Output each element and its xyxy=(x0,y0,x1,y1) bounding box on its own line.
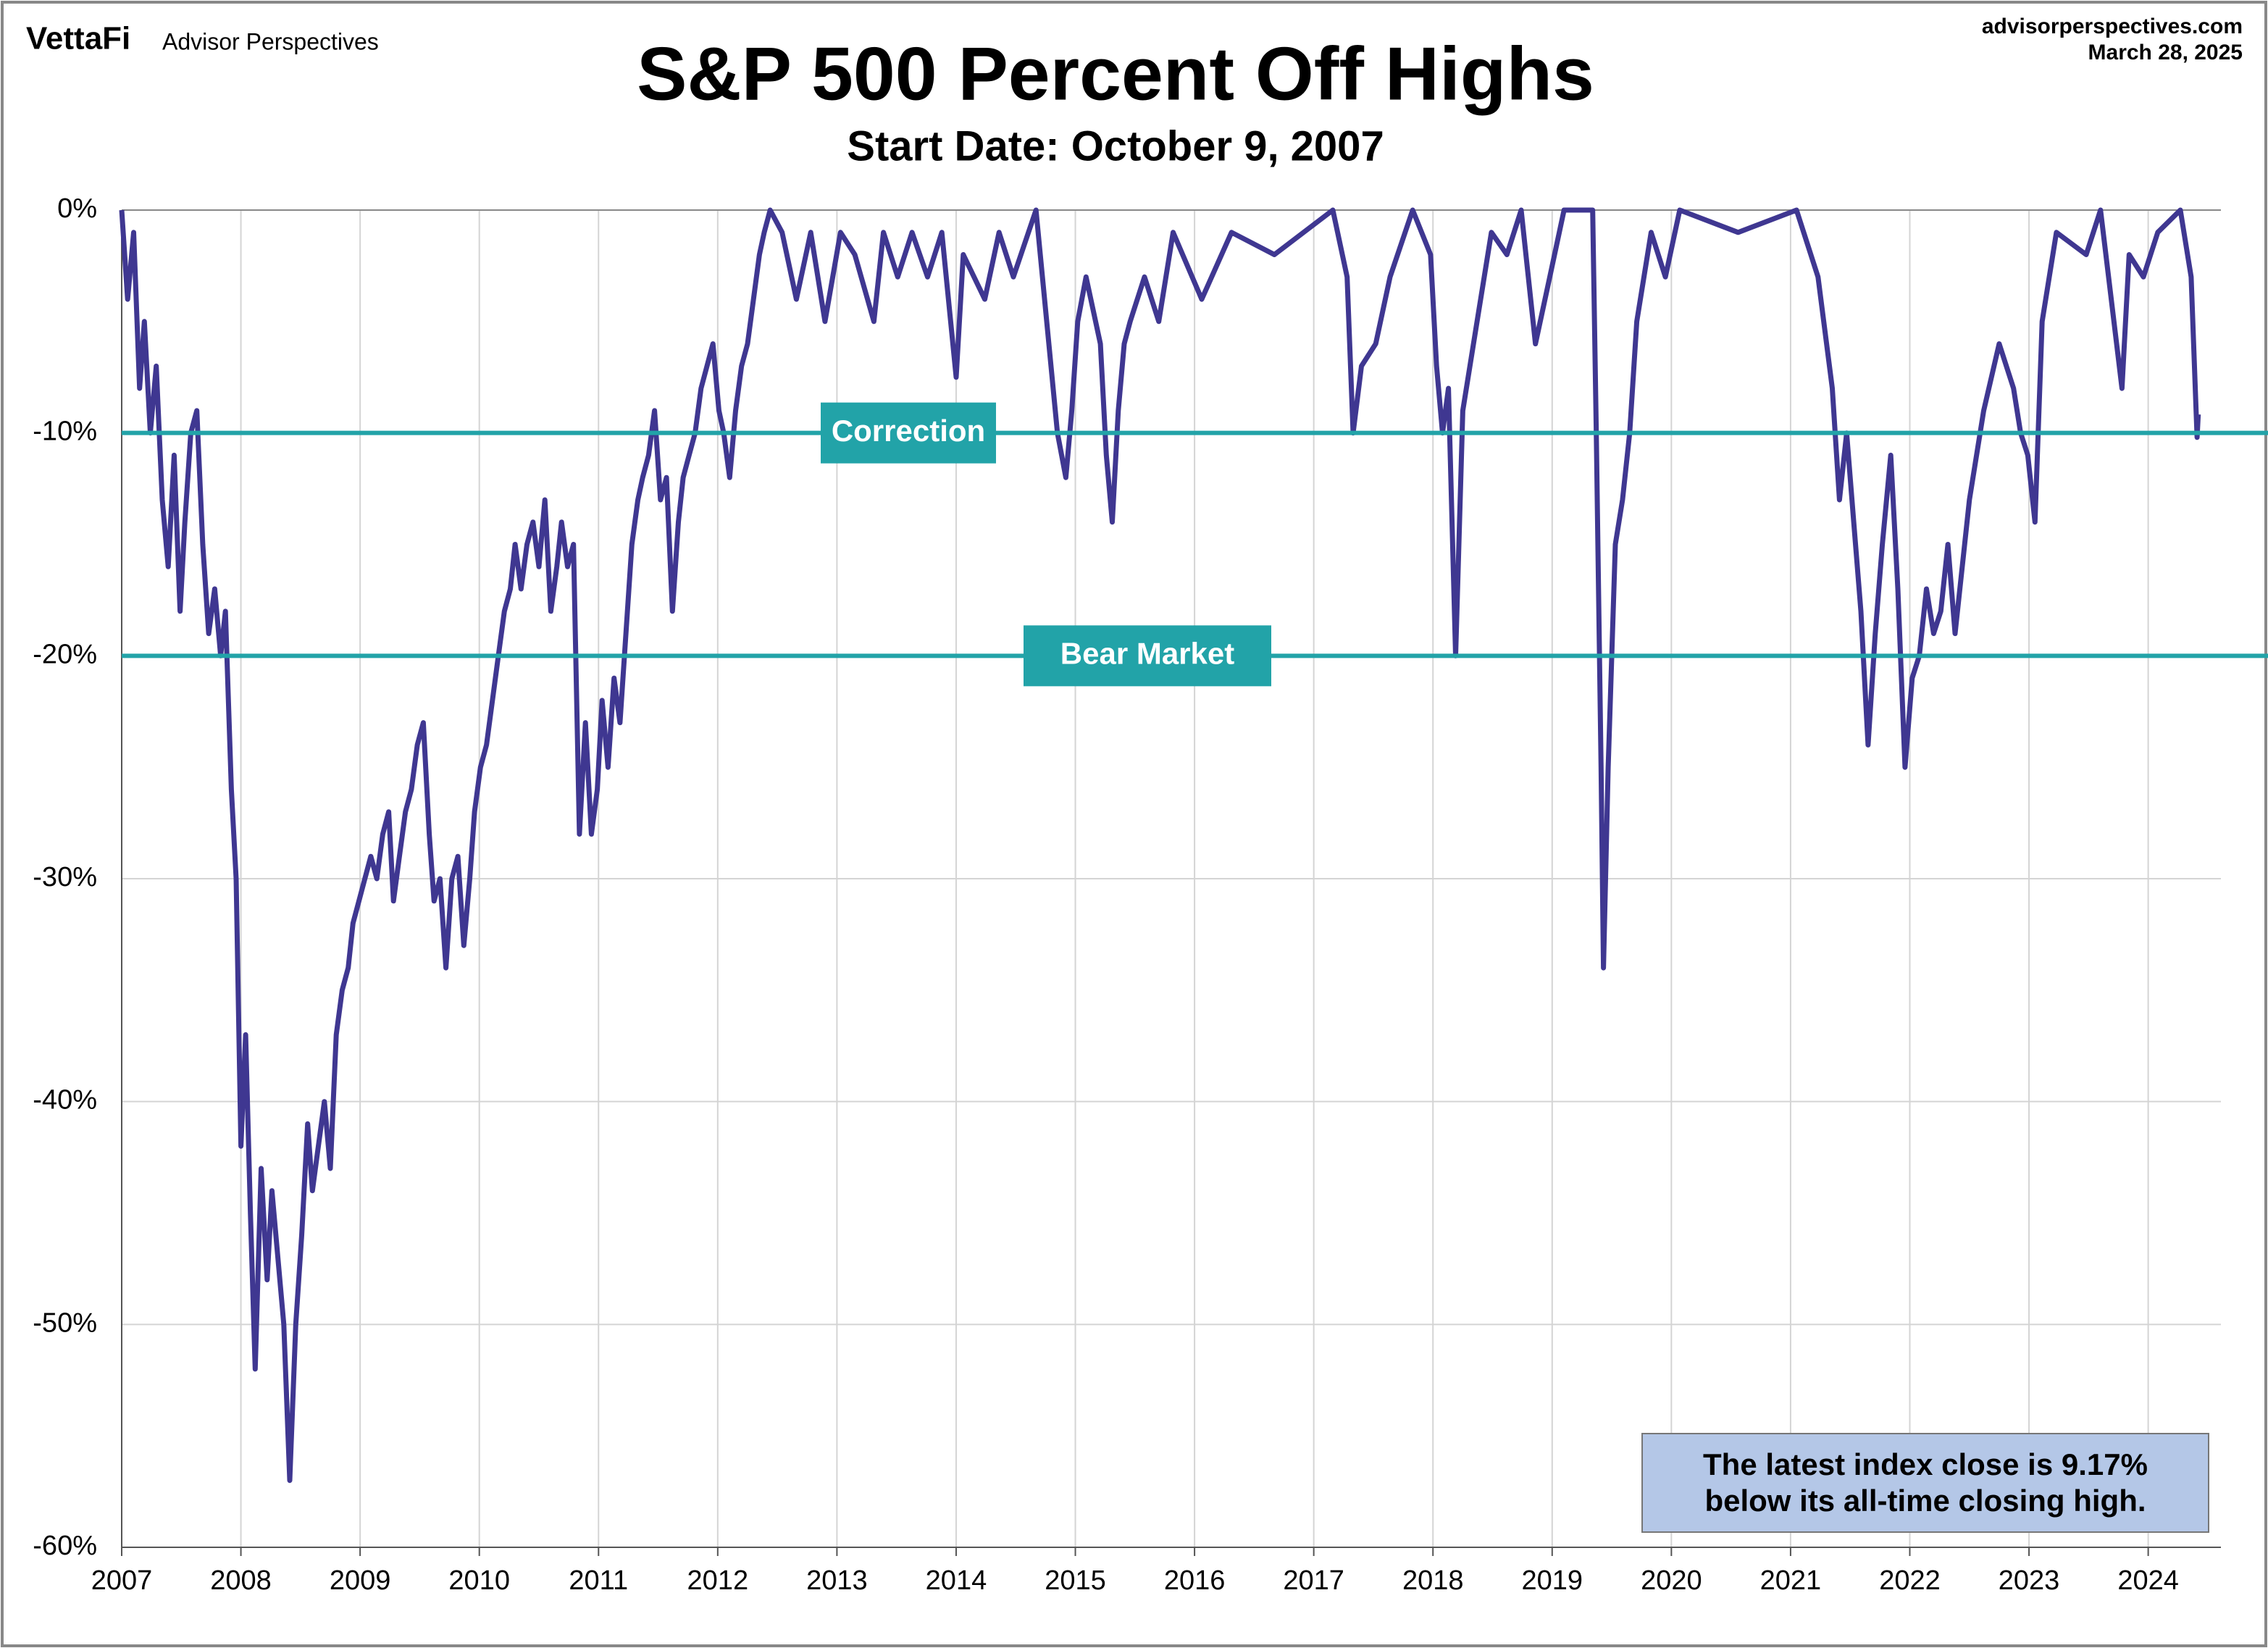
y-tick-label: -10% xyxy=(33,417,97,447)
x-tick-label: 2013 xyxy=(806,1565,868,1596)
y-tick-label: 0% xyxy=(57,193,97,224)
x-tick-label: 2021 xyxy=(1760,1565,1822,1596)
series-line xyxy=(119,207,2201,1484)
y-tick-label: -50% xyxy=(33,1308,97,1338)
reference-label-box xyxy=(1024,625,1271,687)
x-tick-label: 2008 xyxy=(210,1565,272,1596)
x-tick-label: 2014 xyxy=(926,1565,987,1596)
chart-subtitle: Start Date: October 9, 2007 xyxy=(847,122,1384,170)
x-tick-label: 2012 xyxy=(687,1565,749,1596)
x-tick-label: 2011 xyxy=(569,1565,628,1596)
reference-label: Bear Market xyxy=(1060,636,1234,670)
x-tick-label: 2019 xyxy=(1522,1565,1583,1596)
y-tick-label: -30% xyxy=(33,862,97,892)
date: March 28, 2025 xyxy=(2088,41,2243,64)
x-tick-label: 2015 xyxy=(1045,1565,1106,1596)
x-tick-label: 2009 xyxy=(330,1565,391,1596)
reference-label-box xyxy=(821,402,996,464)
note: The latest index close is 9.17% below it… xyxy=(1641,1433,2209,1533)
chart-title: S&P 500 Percent Off Highs xyxy=(637,32,1594,116)
y-tick-label: -60% xyxy=(33,1531,97,1561)
x-tick-label: 2023 xyxy=(1999,1565,2060,1596)
y-tick-label: -20% xyxy=(33,639,97,669)
x-tick-label: 2007 xyxy=(91,1565,153,1596)
x-tick-label: 2016 xyxy=(1164,1565,1226,1596)
brand: VettaFi xyxy=(26,21,130,57)
x-tick-label: 2017 xyxy=(1283,1565,1344,1596)
y-tick-label: -40% xyxy=(33,1085,97,1116)
reference-label: Correction xyxy=(832,414,985,448)
x-tick-label: 2024 xyxy=(2117,1565,2179,1596)
x-tick-label: 2010 xyxy=(448,1565,510,1596)
source: advisorperspectives.com xyxy=(1982,14,2243,38)
x-tick-label: 2018 xyxy=(1402,1565,1464,1596)
publisher: Advisor Perspectives xyxy=(162,28,379,54)
x-tick-label: 2022 xyxy=(1879,1565,1941,1596)
x-tick-label: 2020 xyxy=(1641,1565,1702,1596)
